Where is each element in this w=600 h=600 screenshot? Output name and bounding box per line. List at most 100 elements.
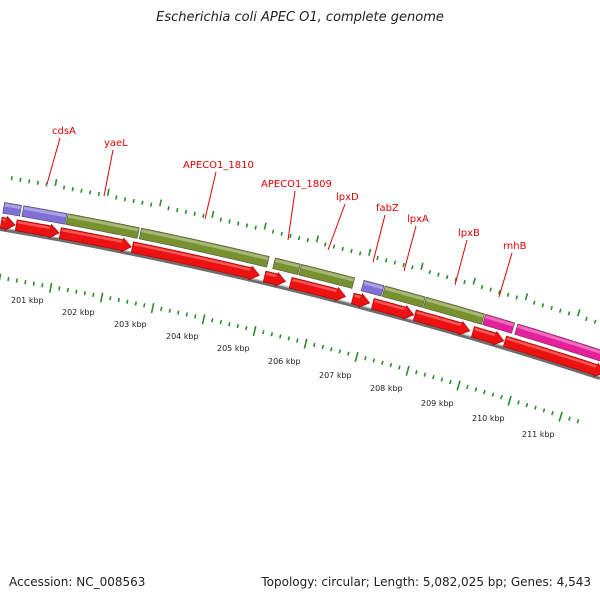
scale-tick — [568, 416, 571, 421]
scale-tick — [109, 296, 112, 301]
scale-tick — [532, 300, 536, 305]
scale-tick — [483, 389, 486, 395]
cds-arrow-gloss — [17, 220, 50, 230]
scale-tick — [515, 295, 519, 300]
scale-tick — [236, 323, 240, 329]
cds-arrow[interactable] — [130, 241, 260, 281]
gene-label-apeco1-1809[interactable]: APECO1_1809 — [261, 179, 332, 190]
cds-arrow[interactable] — [58, 227, 132, 253]
gene-label-fabz[interactable]: fabZ — [376, 203, 399, 214]
scale-tick — [507, 395, 512, 406]
feature-track[interactable] — [2, 202, 600, 364]
kbp-label: 205 kbp — [217, 344, 250, 353]
scale-tick — [159, 199, 163, 207]
scale-tick — [354, 351, 359, 362]
scale-tick — [368, 248, 372, 256]
map-title: Escherichia coli APEC O1, complete genom… — [156, 10, 444, 25]
scale-tick — [472, 277, 476, 285]
scale-tick — [341, 246, 344, 252]
cds-arrow-gloss — [374, 299, 405, 311]
scale-tick — [92, 292, 95, 298]
cds-arrow[interactable] — [470, 326, 505, 346]
gene-label-yael[interactable]: yaeL — [104, 138, 128, 149]
gene-label-leader — [46, 137, 61, 185]
cds-arrow[interactable] — [370, 298, 415, 320]
scale-tick — [141, 200, 144, 205]
scale-tick — [517, 400, 520, 405]
kbp-label: 202 kbp — [62, 308, 95, 317]
scale-tick — [428, 270, 432, 275]
scale-tick — [28, 179, 31, 184]
kbp-label: 211 kbp — [522, 430, 555, 439]
scale-tick — [19, 177, 22, 182]
scale-tick — [252, 326, 257, 337]
gene-block-yael[interactable] — [65, 213, 140, 239]
scale-tick — [99, 292, 104, 303]
scale-tick — [449, 379, 452, 385]
gene-label-lpxa[interactable]: lpxA — [407, 214, 429, 225]
gene-block-lpxd[interactable] — [298, 263, 356, 289]
gene-block-fabz[interactable] — [360, 279, 385, 297]
gene-block-apeco1-1810[interactable] — [138, 227, 270, 268]
gene-block-apeco1-1809[interactable] — [272, 257, 301, 276]
gene-block-cdsa-prev[interactable] — [2, 202, 22, 217]
accession-text: Accession: NC_008563 — [9, 575, 146, 589]
cds-arrow[interactable] — [14, 219, 60, 239]
scale-tick — [15, 278, 18, 283]
scale-tick — [332, 244, 336, 249]
scale-tick — [313, 342, 316, 347]
scale-tick — [347, 351, 350, 356]
scale-tick — [134, 301, 138, 306]
scale-tick — [167, 206, 170, 211]
cds-arrow[interactable] — [412, 309, 471, 336]
scale-tick — [491, 392, 495, 397]
scale-tick — [324, 242, 327, 247]
scale-tick — [576, 309, 581, 317]
gene-block-lpxa[interactable] — [381, 285, 426, 308]
scale-tick — [445, 274, 449, 280]
gene-block-gloss — [425, 298, 484, 318]
scale-tick — [75, 289, 78, 294]
gene-label-rnhb[interactable]: rnhB — [503, 241, 527, 252]
cds-arrow-gloss — [354, 294, 361, 299]
scale-tick — [315, 235, 320, 243]
scale-tick — [115, 195, 118, 200]
scale-tick — [364, 356, 367, 361]
cds-arrow-track[interactable] — [0, 215, 600, 377]
scale-tick — [500, 395, 503, 400]
cds-arrow[interactable] — [262, 270, 286, 287]
gene-label-lpxb[interactable]: lpxB — [458, 228, 480, 239]
scale-tick — [297, 235, 301, 241]
gene-block-rnhb[interactable] — [482, 313, 516, 334]
gene-block-lpxb[interactable] — [422, 296, 485, 325]
gene-block-gloss — [67, 214, 139, 232]
scale-tick — [489, 287, 493, 292]
gene-label-leader — [103, 149, 114, 197]
cds-arrow[interactable] — [350, 292, 371, 308]
scale-tick — [24, 280, 27, 285]
scale-tick — [10, 176, 13, 181]
gene-label-lpxd[interactable]: lpxD — [336, 192, 359, 203]
scale-tick — [228, 219, 231, 224]
gene-block-cdsa[interactable] — [21, 205, 68, 225]
scale-tick — [437, 272, 440, 277]
scale-tick — [420, 262, 424, 270]
gene-label-cdsa[interactable]: cdsA — [52, 126, 76, 137]
gene-block-next[interactable] — [514, 323, 600, 364]
cds-arrow[interactable] — [0, 215, 16, 231]
cds-arrow[interactable] — [288, 277, 347, 302]
gene-label-apeco1-1810[interactable]: APECO1_1810 — [183, 160, 254, 171]
scale-tick — [126, 299, 129, 304]
scale-tick — [541, 303, 545, 308]
scale-tick — [296, 338, 299, 343]
gene-block-gloss — [301, 265, 355, 282]
scale-tick — [306, 237, 310, 243]
scale-tick — [41, 283, 44, 288]
gene-block-gloss — [141, 229, 269, 261]
kbp-label: 209 kbp — [421, 399, 454, 408]
scale-tick — [88, 190, 92, 195]
cds-arrow[interactable] — [502, 335, 600, 377]
scale-tick — [7, 277, 10, 282]
cds-arrow-gloss — [506, 337, 597, 368]
